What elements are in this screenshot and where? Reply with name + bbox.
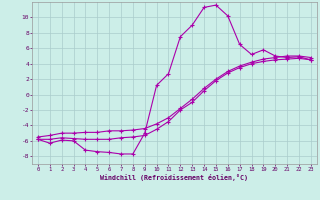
X-axis label: Windchill (Refroidissement éolien,°C): Windchill (Refroidissement éolien,°C)	[100, 174, 248, 181]
